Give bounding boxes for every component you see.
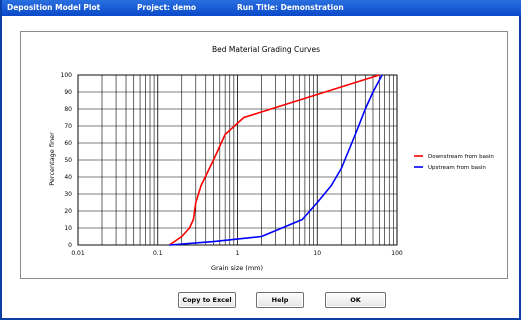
x-tick-label: 1: [236, 250, 240, 257]
y-axis-label: Percentage finer: [48, 132, 56, 186]
title-bar: Deposition Model Plot Project: demo Run …: [2, 0, 521, 16]
chart-legend: Downstream from basin Upstream from basin: [414, 154, 494, 171]
run-title-label: Run Title: Demonstration: [237, 3, 344, 12]
y-tick-label: 80: [64, 106, 72, 113]
y-tick-label: 30: [64, 191, 72, 198]
chart-axes: 0.01 0.1 1 10 100 0 10 20 30 40 50 60 70 80 90 100: [61, 72, 403, 257]
ok-button[interactable]: OK: [325, 292, 386, 308]
legend-label: Upstream from basin: [428, 165, 486, 171]
window-title: Deposition Model Plot: [7, 3, 101, 12]
y-tick-label: 70: [64, 123, 72, 130]
chart-series: [168, 74, 383, 246]
chart-title: Bed Material Grading Curves: [212, 45, 320, 54]
copy-to-excel-button[interactable]: Copy to Excel: [178, 292, 236, 308]
y-tick-label: 100: [61, 72, 73, 79]
y-tick-label: 20: [64, 208, 72, 215]
x-tick-label: 0.1: [153, 250, 163, 257]
y-tick-label: 40: [64, 174, 72, 181]
chart-grid: [77, 74, 398, 246]
help-button[interactable]: Help: [256, 292, 304, 308]
grading-curves-chart: Bed Material Grading Curves 0.01 0.1 1 10 10…: [48, 45, 494, 272]
y-tick-label: 10: [64, 225, 72, 232]
legend-label: Downstream from basin: [428, 154, 494, 160]
x-tick-label: 10: [313, 250, 321, 257]
x-axis-label: Grain size (mm): [211, 264, 263, 272]
y-tick-label: 90: [64, 89, 72, 96]
button-bar: Copy to Excel Help OK: [2, 292, 521, 312]
chart-frame: Bed Material Grading Curves 0.01 0.1 1 10 10…: [20, 31, 508, 279]
x-tick-label: 100: [391, 250, 403, 257]
y-tick-label: 0: [68, 242, 72, 249]
x-tick-label: 0.01: [71, 250, 85, 257]
y-tick-label: 60: [64, 140, 72, 147]
plot-area-border: [77, 74, 398, 246]
y-tick-label: 50: [64, 157, 72, 164]
series-line-upstream: [169, 74, 383, 246]
project-label: Project: demo: [137, 3, 197, 12]
series-line-downstream: [168, 74, 380, 246]
